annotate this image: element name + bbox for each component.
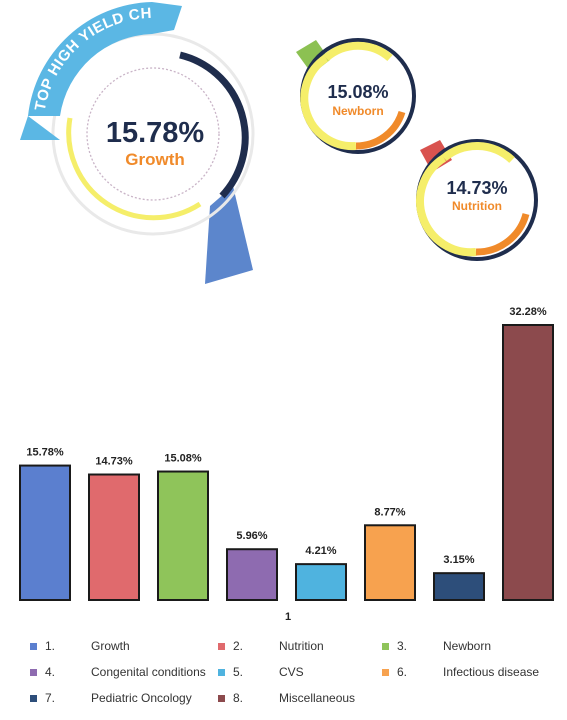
legend-label: Newborn: [443, 639, 492, 653]
nutrition-percent: 14.73%: [446, 178, 507, 198]
legend-item: 5. CVS: [218, 664, 304, 680]
bar-value-label: 15.78%: [26, 447, 64, 459]
legend-label: Growth: [91, 639, 130, 653]
bar-infectious-disease: [364, 524, 416, 602]
legend-swatch: [382, 668, 389, 676]
bar-value-label: 8.77%: [374, 506, 405, 518]
bar-nutrition: [88, 473, 140, 601]
newborn-highlight: 15.08% Newborn: [296, 38, 416, 154]
bar-growth: [19, 464, 71, 602]
bar-newborn: [157, 470, 209, 601]
legend-label: CVS: [279, 665, 304, 679]
bar-miscellaneous: [502, 324, 554, 601]
legend-item: 6. Infectious disease: [382, 664, 539, 680]
legend-swatch: [382, 642, 389, 650]
growth-navy-arc: [179, 51, 249, 199]
legend-number: 3.: [397, 639, 408, 653]
growth-inner-circle: [86, 67, 220, 201]
growth-highlight: 15.78% Growth: [51, 32, 255, 284]
legend-item: 7. Pediatric Oncology: [30, 690, 192, 706]
legend-item: 1. Growth: [30, 638, 130, 654]
legend-label: Infectious disease: [443, 665, 540, 679]
growth-label: Growth: [125, 150, 185, 169]
bar-value-label: 14.73%: [95, 456, 133, 468]
legend-label: Congenital conditions: [91, 665, 206, 679]
x-axis-tick-label: 1: [285, 611, 291, 623]
growth-percent: 15.78%: [106, 117, 205, 149]
newborn-label: Newborn: [332, 104, 383, 118]
legend-swatch: [218, 694, 225, 702]
legend-item: 8. Miscellaneous: [218, 690, 355, 706]
legend-swatch: [30, 694, 37, 702]
newborn-percent: 15.08%: [327, 82, 388, 102]
nutrition-label: Nutrition: [452, 199, 502, 213]
growth-yellow-arc: [66, 117, 202, 221]
bar-congenital-conditions: [226, 548, 278, 601]
legend-number: 4.: [45, 665, 56, 679]
legend-label: Miscellaneous: [279, 691, 356, 705]
legend-number: 8.: [233, 691, 244, 705]
bar-value-label: 5.96%: [236, 530, 267, 542]
legend-number: 6.: [397, 665, 408, 679]
legend-swatch: [30, 642, 37, 650]
legend-swatch: [30, 668, 37, 676]
legend-swatch: [218, 668, 225, 676]
bar-value-label: 32.28%: [509, 306, 547, 318]
legend: 1. Growth 2. Nutrition 3. Newborn 4. Congenital…: [30, 638, 560, 718]
bar-chart: 15.78% 14.73% 15.08% 5.96% 4.21% 8.77% 3.15% 32…: [19, 306, 554, 602]
legend-number: 1.: [45, 639, 56, 653]
bar-value-label: 15.08%: [164, 453, 202, 465]
legend-item: 4. Congenital conditions: [30, 664, 206, 680]
bar-pediatric-oncology: [433, 572, 485, 601]
legend-swatch: [218, 642, 225, 650]
legend-item: 2. Nutrition: [218, 638, 324, 654]
bar-value-label: 3.15%: [443, 554, 474, 566]
nutrition-highlight: 14.73% Nutrition: [416, 139, 538, 261]
legend-label: Nutrition: [279, 639, 324, 653]
legend-number: 7.: [45, 691, 56, 705]
legend-number: 2.: [233, 639, 244, 653]
legend-number: 5.: [233, 665, 244, 679]
legend-label: Pediatric Oncology: [91, 691, 192, 705]
legend-item: 3. Newborn: [382, 638, 491, 654]
bar-value-label: 4.21%: [305, 545, 336, 557]
bar-cvs: [295, 563, 347, 602]
